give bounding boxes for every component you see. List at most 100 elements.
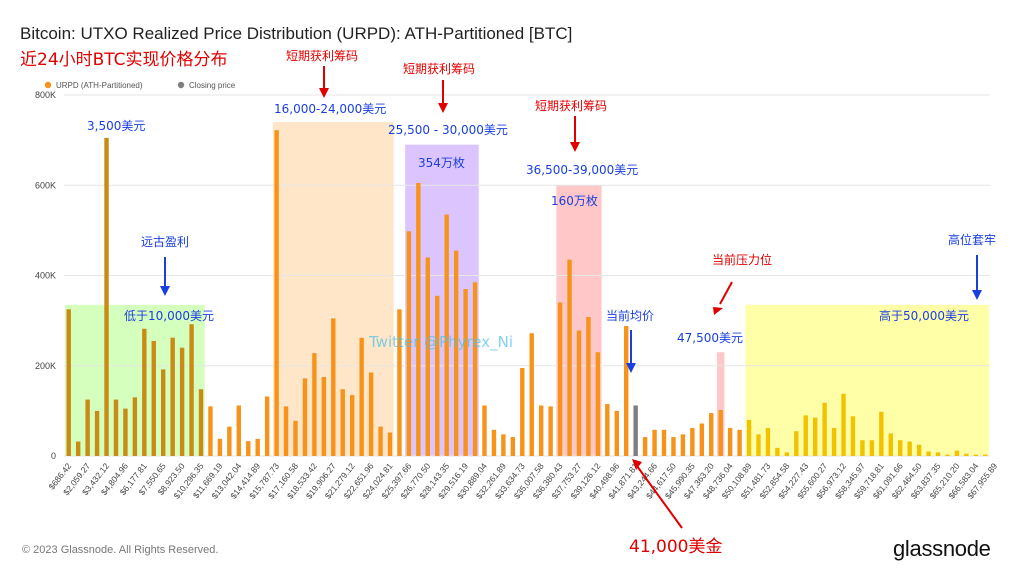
bar[interactable] <box>444 214 449 456</box>
bar[interactable] <box>170 337 175 456</box>
bar[interactable] <box>482 405 487 456</box>
bar[interactable] <box>907 441 912 456</box>
bar[interactable] <box>983 454 988 456</box>
bar[interactable] <box>973 454 979 456</box>
bar[interactable] <box>831 428 837 456</box>
bar[interactable] <box>869 440 875 456</box>
bar[interactable] <box>737 429 742 456</box>
bar[interactable] <box>746 419 752 456</box>
bar[interactable] <box>387 432 393 456</box>
bar[interactable] <box>340 389 345 456</box>
bar[interactable] <box>860 440 865 456</box>
bar[interactable] <box>123 408 128 456</box>
bar[interactable] <box>964 453 969 456</box>
bar[interactable] <box>775 447 780 456</box>
bar[interactable] <box>321 377 327 456</box>
bar[interactable] <box>652 429 657 456</box>
bar[interactable] <box>472 282 478 456</box>
bar[interactable] <box>312 353 317 456</box>
bar[interactable] <box>614 410 619 456</box>
bar[interactable] <box>888 433 893 456</box>
bar[interactable] <box>690 428 695 456</box>
bar[interactable] <box>671 437 676 456</box>
bar[interactable] <box>179 347 185 456</box>
bar[interactable] <box>756 434 761 456</box>
bar[interactable] <box>151 340 156 456</box>
bar[interactable] <box>879 411 884 456</box>
bar[interactable] <box>567 259 572 456</box>
bar[interactable] <box>765 428 771 456</box>
bar[interactable] <box>397 309 402 456</box>
bar[interactable] <box>416 182 421 456</box>
bar[interactable] <box>463 289 468 456</box>
annotation-short-term-2: 短期获利筹码 <box>403 62 475 76</box>
bar[interactable] <box>198 389 204 456</box>
bar[interactable] <box>94 410 100 456</box>
bar[interactable] <box>255 438 260 456</box>
bar[interactable] <box>66 309 71 456</box>
bar[interactable] <box>510 437 516 456</box>
bar[interactable] <box>132 397 138 456</box>
bar[interactable] <box>605 404 610 456</box>
bar[interactable] <box>302 378 308 456</box>
bar[interactable] <box>161 369 166 456</box>
bar[interactable] <box>236 405 242 456</box>
bar[interactable] <box>538 405 544 456</box>
bar[interactable] <box>104 137 109 456</box>
bar[interactable] <box>850 416 856 456</box>
bar[interactable] <box>217 438 223 456</box>
bar[interactable] <box>954 450 960 456</box>
bar[interactable] <box>784 452 790 456</box>
bar[interactable] <box>274 130 279 456</box>
bar[interactable] <box>264 396 270 456</box>
bar[interactable] <box>113 399 119 456</box>
bar[interactable] <box>283 406 289 456</box>
bar[interactable] <box>75 441 81 456</box>
bar[interactable] <box>435 295 440 456</box>
bar[interactable] <box>293 420 298 456</box>
bar[interactable] <box>208 406 213 456</box>
bar[interactable] <box>595 352 601 456</box>
bar[interactable] <box>349 395 355 456</box>
bar[interactable] <box>557 302 563 456</box>
bar[interactable] <box>548 406 553 456</box>
bar[interactable] <box>699 423 705 456</box>
bar[interactable] <box>794 431 799 456</box>
bar[interactable] <box>142 328 147 456</box>
bar[interactable] <box>453 250 459 456</box>
legend[interactable]: URPD (ATH-Partitioned) Closing price <box>44 81 236 90</box>
bar[interactable] <box>586 317 591 456</box>
bar[interactable] <box>406 231 412 456</box>
bar[interactable] <box>331 318 336 456</box>
bar[interactable] <box>520 368 525 456</box>
bar[interactable] <box>935 452 941 456</box>
bar[interactable] <box>425 257 430 456</box>
bar[interactable] <box>529 333 534 456</box>
bar[interactable] <box>624 326 629 456</box>
bar[interactable] <box>378 426 383 456</box>
bar[interactable] <box>189 324 194 456</box>
bar[interactable] <box>727 428 733 456</box>
bar[interactable] <box>491 429 497 456</box>
bar[interactable] <box>576 330 582 456</box>
bar[interactable] <box>841 393 846 456</box>
bar[interactable] <box>916 444 922 456</box>
bar[interactable] <box>822 402 827 456</box>
bar[interactable] <box>718 409 723 456</box>
bar[interactable] <box>709 413 714 456</box>
bar[interactable] <box>945 454 950 456</box>
bar[interactable] <box>85 399 90 456</box>
bar[interactable] <box>359 337 364 456</box>
bar[interactable] <box>803 415 808 456</box>
bar[interactable] <box>642 437 648 456</box>
bar[interactable] <box>680 434 686 456</box>
bar[interactable] <box>368 372 374 456</box>
closing-price-bar[interactable] <box>633 405 638 456</box>
bar[interactable] <box>246 441 251 456</box>
bar[interactable] <box>661 429 667 456</box>
bar[interactable] <box>227 426 232 456</box>
bar[interactable] <box>501 434 506 456</box>
bar[interactable] <box>898 440 903 456</box>
bar[interactable] <box>812 417 818 456</box>
bar[interactable] <box>926 451 931 456</box>
